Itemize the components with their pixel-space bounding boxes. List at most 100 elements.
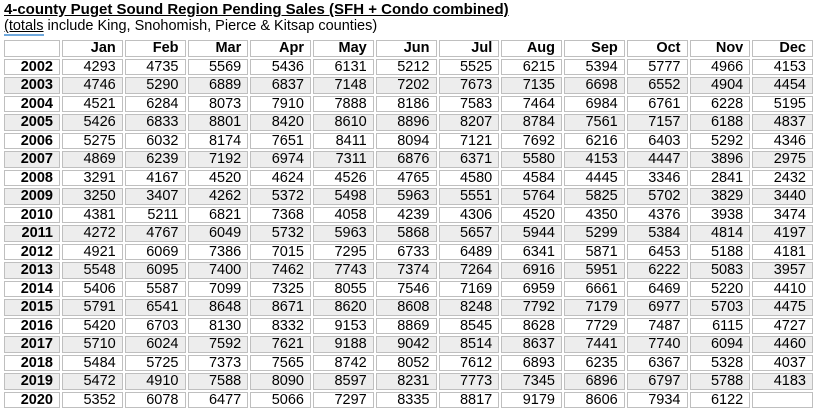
sales-value-cell: 4445 <box>564 169 625 186</box>
sales-value-cell: 8606 <box>564 391 625 408</box>
sales-value-cell: 4904 <box>689 77 751 94</box>
sales-value-cell: 7487 <box>626 317 688 334</box>
sales-value-cell: 5384 <box>626 225 688 242</box>
sales-value-cell: 9179 <box>501 391 562 408</box>
sales-value-cell: 4966 <box>689 58 751 75</box>
sales-value-cell: 6733 <box>375 243 437 260</box>
sales-value-cell: 6821 <box>187 206 249 223</box>
year-cell: 2017 <box>4 336 60 353</box>
sales-value-cell: 5406 <box>62 280 123 297</box>
year-cell: 2016 <box>4 317 60 334</box>
sales-value-cell: 7621 <box>250 336 311 353</box>
sales-value-cell: 5732 <box>250 225 311 242</box>
sales-value-cell: 5275 <box>62 132 123 149</box>
sales-value-cell: 5299 <box>564 225 625 242</box>
month-header: Jan <box>62 40 123 57</box>
sales-value-cell: 8335 <box>375 391 437 408</box>
sales-value-cell: 8073 <box>187 95 249 112</box>
sales-value-cell: 6371 <box>438 151 500 168</box>
sales-value-cell: 7295 <box>313 243 374 260</box>
sales-value-cell: 4735 <box>124 58 186 75</box>
subtitle: (totals include King, Snohomish, Pierce … <box>4 18 377 36</box>
sales-value-cell: 4153 <box>752 58 813 75</box>
sales-value-cell: 6959 <box>501 280 562 297</box>
sales-value-cell: 6228 <box>689 95 751 112</box>
sales-value-cell: 4293 <box>62 58 123 75</box>
sales-value-cell: 5868 <box>375 225 437 242</box>
sales-value-cell: 4454 <box>752 77 813 94</box>
sales-value-cell: 6896 <box>564 373 625 390</box>
sales-value-cell: 5963 <box>375 188 437 205</box>
sales-value-cell: 7888 <box>313 95 374 112</box>
table-row: 2020 5352 6078 6477 5066 7297 8335 8817 9179 8606… <box>4 391 813 408</box>
year-cell: 2012 <box>4 243 60 260</box>
page-title: 4-county Puget Sound Region Pending Sale… <box>4 1 509 18</box>
sales-value-cell: 6703 <box>124 317 186 334</box>
table-body: 2002 4293 4735 5569 5436 6131 5212 5525 6215 5394… <box>4 58 813 408</box>
month-header: Nov <box>689 40 751 57</box>
sales-value-cell: 8174 <box>187 132 249 149</box>
sales-value-cell: 5587 <box>124 280 186 297</box>
sales-value-cell: 8090 <box>250 373 311 390</box>
sales-value-cell: 7297 <box>313 391 374 408</box>
sales-value-cell: 5657 <box>438 225 500 242</box>
sales-value-cell: 6239 <box>124 151 186 168</box>
sales-value-cell: 5290 <box>124 77 186 94</box>
sales-value-cell: 5212 <box>375 58 437 75</box>
sales-value-cell: 5788 <box>689 373 751 390</box>
sales-value-cell: 6367 <box>626 354 688 371</box>
sales-value-cell: 3346 <box>626 169 688 186</box>
sales-value-cell: 3957 <box>752 262 813 279</box>
sales-value-cell: 4460 <box>752 336 813 353</box>
year-cell: 2020 <box>4 391 60 408</box>
sales-value-cell: 8597 <box>313 373 374 390</box>
sales-value-cell: 6797 <box>626 373 688 390</box>
sales-value-cell: 8186 <box>375 95 437 112</box>
sales-value-cell: 7792 <box>501 299 562 316</box>
sales-value-cell: 6049 <box>187 225 249 242</box>
table-row: 2007 4869 6239 7192 6974 7311 6876 6371 5580 4153… <box>4 151 813 168</box>
sales-value-cell: 6069 <box>124 243 186 260</box>
year-cell: 2019 <box>4 373 60 390</box>
sales-value-cell: 8207 <box>438 114 500 131</box>
sales-value-cell: 9188 <box>313 336 374 353</box>
sales-value-cell: 8628 <box>501 317 562 334</box>
sales-value-cell: 6115 <box>689 317 751 334</box>
sales-value-cell: 6876 <box>375 151 437 168</box>
table-row: 2014 5406 5587 7099 7325 8055 7546 7169 6959 6661… <box>4 280 813 297</box>
sales-value-cell: 8332 <box>250 317 311 334</box>
sales-value-cell: 8817 <box>438 391 500 408</box>
sales-value-cell: 4526 <box>313 169 374 186</box>
table-row: 2017 5710 6024 7592 7621 9188 9042 8514 8637 7441… <box>4 336 813 353</box>
sales-value-cell: 5725 <box>124 354 186 371</box>
sales-value-cell: 7099 <box>187 280 249 297</box>
sales-value-cell: 5211 <box>124 206 186 223</box>
sales-value-cell: 2975 <box>752 151 813 168</box>
sales-value-cell: 8608 <box>375 299 437 316</box>
sales-value-cell: 8671 <box>250 299 311 316</box>
sales-value-cell: 7546 <box>375 280 437 297</box>
totals-link[interactable]: (totals <box>4 18 44 36</box>
sales-value-cell: 6188 <box>689 114 751 131</box>
month-header: Feb <box>124 40 186 57</box>
year-cell: 2008 <box>4 169 60 186</box>
sales-value-cell: 6893 <box>501 354 562 371</box>
sales-value-cell: 8610 <box>313 114 374 131</box>
sales-value-cell: 4272 <box>62 225 123 242</box>
sales-value-cell: 5791 <box>62 299 123 316</box>
sales-value-cell: 4869 <box>62 151 123 168</box>
sales-value-cell: 5195 <box>752 95 813 112</box>
sales-value-cell: 5436 <box>250 58 311 75</box>
year-cell: 2003 <box>4 77 60 94</box>
sales-value-cell: 5083 <box>689 262 751 279</box>
sales-value-cell: 6833 <box>124 114 186 131</box>
sales-value-cell: 7157 <box>626 114 688 131</box>
year-cell: 2006 <box>4 132 60 149</box>
sales-value-cell: 5569 <box>187 58 249 75</box>
sales-value-cell: 3250 <box>62 188 123 205</box>
sales-value-cell: 4262 <box>187 188 249 205</box>
sales-value-cell: 8052 <box>375 354 437 371</box>
sales-value-cell: 5944 <box>501 225 562 242</box>
sales-value-cell: 4520 <box>187 169 249 186</box>
